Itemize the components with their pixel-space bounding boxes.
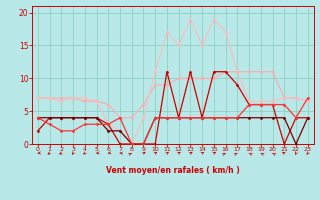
X-axis label: Vent moyen/en rafales ( km/h ): Vent moyen/en rafales ( km/h ) xyxy=(106,166,240,175)
